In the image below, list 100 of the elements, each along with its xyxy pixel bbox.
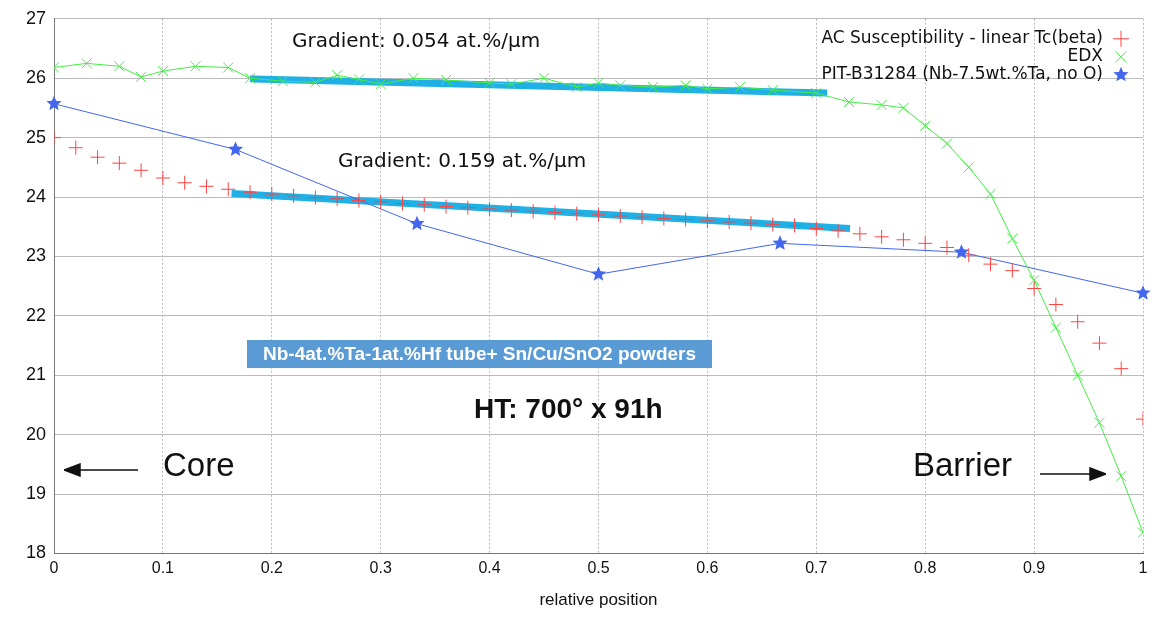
point [983, 256, 999, 272]
legend-label: EDX [1067, 45, 1104, 66]
point [331, 69, 343, 81]
y-tick-label: 23 [25, 245, 46, 266]
point [68, 140, 84, 156]
annotation: HT: 700° x 91h [474, 393, 663, 425]
point [155, 170, 171, 186]
point [1028, 274, 1040, 286]
point [808, 220, 824, 236]
point [656, 210, 672, 226]
point [190, 60, 202, 72]
point [767, 84, 779, 96]
point [242, 184, 258, 200]
point [1072, 369, 1084, 381]
point [177, 175, 193, 191]
point [482, 201, 498, 217]
x-tick-label: 0.5 [587, 559, 610, 577]
point [329, 191, 345, 207]
y-tick-label: 26 [25, 67, 46, 88]
point [939, 239, 955, 255]
y-tick-label: 18 [25, 542, 46, 563]
point [198, 178, 214, 194]
point [90, 149, 106, 165]
point [1091, 335, 1107, 351]
point [874, 229, 890, 245]
point [1048, 297, 1064, 313]
point [244, 72, 256, 84]
point [852, 226, 868, 242]
point [409, 215, 425, 231]
point [701, 83, 713, 95]
point [634, 209, 650, 225]
y-tick-label: 27 [25, 7, 46, 28]
point [547, 204, 563, 220]
point [678, 212, 694, 228]
point [227, 141, 244, 156]
point [680, 79, 692, 91]
point [917, 235, 933, 251]
point [538, 72, 550, 84]
point [1113, 361, 1129, 377]
point [113, 60, 125, 72]
point [375, 78, 387, 90]
annotation: Core [163, 446, 235, 484]
x-tick-label: 0.6 [696, 559, 719, 577]
x-tick-label: 0.9 [1022, 559, 1046, 577]
legend-label: AC Susceptibility - linear Tc(beta) [821, 27, 1103, 48]
point [593, 77, 604, 89]
point [353, 73, 365, 85]
point [1026, 280, 1042, 296]
point [111, 155, 127, 171]
point [440, 74, 452, 86]
point [612, 208, 628, 224]
point [81, 57, 93, 69]
point [373, 194, 389, 210]
point [1004, 263, 1020, 279]
annotation: Gradient: 0.159 at.%/µm [338, 148, 587, 172]
point [407, 72, 419, 84]
point [765, 216, 781, 232]
point [1070, 314, 1086, 330]
point [438, 199, 454, 214]
point [1135, 285, 1151, 300]
point [876, 99, 888, 111]
x-tick-label: 0 [49, 559, 59, 577]
point [963, 161, 975, 173]
point [1115, 470, 1127, 482]
x-tick-label: 0.2 [260, 559, 284, 577]
annotation: Nb-4at.%Ta-1at.%Hf tube+ Sn/Cu/SnO2 powders [247, 340, 713, 368]
y-tick-label: 19 [25, 482, 46, 503]
point [394, 196, 410, 212]
annotation: Gradient: 0.054 at.%/µm [292, 28, 541, 52]
point [569, 206, 585, 222]
point [897, 102, 909, 114]
point [571, 81, 583, 93]
x-tick-label: 0.8 [914, 559, 937, 577]
point [895, 232, 911, 248]
legend-label: PIT-B31284 (Nb-7.5wt.%Ta, no O) [821, 63, 1103, 84]
x-axis-title: relative position [539, 590, 658, 610]
point [699, 213, 715, 229]
x-tick-label: 0.1 [151, 559, 175, 577]
x-tick-label: 1 [1138, 559, 1148, 577]
point [133, 162, 149, 178]
x-tick-label: 0.4 [478, 559, 501, 577]
x-tick-label: 0.3 [369, 559, 392, 577]
point [721, 214, 737, 230]
point [525, 203, 541, 219]
point [919, 120, 931, 132]
point [1093, 417, 1105, 429]
y-tick-label: 24 [25, 185, 46, 206]
point [484, 77, 496, 89]
point [264, 186, 280, 202]
x-tick-label: 0.7 [805, 559, 828, 577]
y-tick-label: 22 [25, 304, 46, 325]
y-tick-label: 21 [25, 364, 46, 385]
point [505, 78, 517, 90]
point [416, 197, 432, 213]
point [1006, 233, 1018, 245]
point [743, 215, 759, 231]
point [460, 200, 476, 216]
point [277, 75, 289, 87]
point [647, 81, 659, 93]
point [590, 266, 607, 281]
